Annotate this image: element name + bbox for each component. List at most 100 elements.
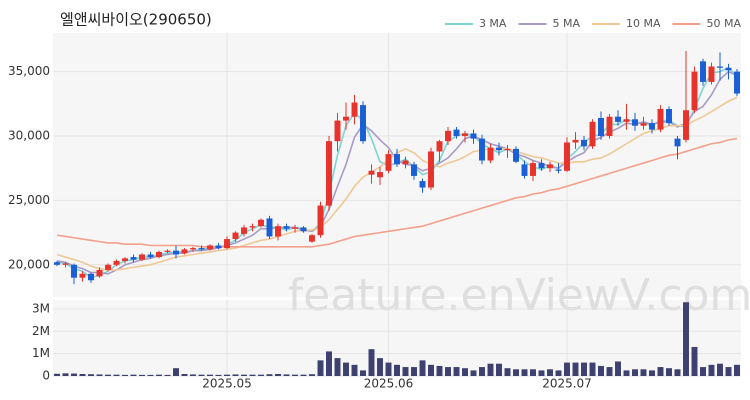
candle-body (198, 248, 205, 250)
candle-body (309, 235, 315, 242)
candle-body (385, 154, 392, 171)
volume-bar (717, 363, 723, 376)
candle-body (88, 273, 94, 281)
volume-bar (326, 351, 332, 376)
volume-bar (317, 360, 324, 376)
candle-body (725, 67, 732, 71)
volume-bar (79, 373, 86, 376)
candle-body (734, 71, 740, 94)
volume-bar (139, 374, 145, 376)
volume-bar (130, 374, 137, 376)
candle-body (623, 119, 630, 122)
volume-bar (181, 373, 188, 376)
volume-bar (334, 358, 341, 376)
candle-body (232, 232, 239, 240)
candle-body (130, 257, 137, 260)
volume-bar (564, 362, 570, 376)
candle-body (521, 164, 528, 176)
volume-bar (343, 362, 349, 376)
volume-bar (309, 374, 315, 376)
candle-body (691, 71, 698, 111)
volume-bar (496, 363, 502, 376)
volume-bar (555, 370, 562, 376)
volume-bar (377, 358, 383, 376)
candle-body (462, 133, 468, 137)
volume-bar (589, 362, 596, 376)
volume-bar (538, 370, 545, 376)
volume-bar (657, 367, 664, 376)
candle-body (470, 133, 477, 139)
candle-body (224, 239, 230, 249)
volume-bar (411, 367, 417, 376)
volume-bar (402, 367, 409, 376)
candle-body (640, 123, 647, 126)
candle-body (419, 181, 426, 188)
volume-bar (530, 369, 536, 376)
x-tick-label: 2025.05 (202, 377, 252, 391)
candle-body (530, 163, 536, 176)
candle-body (249, 226, 256, 228)
chart-title: 엘앤씨바이오(290650) (60, 11, 212, 29)
volume-bar (547, 369, 553, 376)
candle-body (79, 273, 86, 278)
candle-body (215, 245, 222, 249)
candle-body (479, 138, 485, 161)
y-tick-label: 25,000 (8, 193, 50, 207)
volume-bar (198, 374, 205, 376)
volume-bar (147, 374, 154, 376)
y-tick-label: 35,000 (8, 64, 50, 78)
candle-body (598, 117, 604, 137)
candle-body (453, 129, 460, 137)
candle-body (368, 170, 375, 175)
candle-body (164, 250, 171, 252)
candle-body (71, 264, 77, 278)
volume-bar (258, 374, 264, 376)
volume-tick-label: 2M (32, 324, 50, 338)
candle-body (700, 61, 706, 82)
candle-body (657, 108, 664, 130)
volume-bar (504, 368, 511, 376)
volume-bar (632, 369, 638, 376)
candle-body (139, 254, 145, 260)
candle-body (275, 226, 281, 237)
volume-bar (71, 373, 77, 376)
volume-bar (164, 374, 171, 376)
candle-body (428, 151, 434, 188)
volume-tick-label: 1M (32, 346, 50, 360)
x-tick-label: 2025.06 (364, 377, 414, 391)
candle-body (606, 116, 613, 137)
candle-body (156, 251, 162, 258)
candle-body (402, 160, 409, 165)
volume-tick-label: 0 (42, 369, 50, 383)
candle-body (615, 116, 621, 122)
volume-bar (725, 367, 732, 376)
candle-body (572, 139, 579, 143)
candle-body (649, 123, 655, 130)
volume-bar (521, 369, 528, 376)
candle-body (207, 245, 213, 250)
volume-bar (649, 370, 655, 376)
candle-body (173, 250, 179, 255)
candle-body (190, 248, 196, 250)
candle-body (487, 147, 494, 161)
candle-body (632, 119, 638, 126)
candle-body (258, 219, 264, 227)
candle-body (122, 258, 128, 261)
volume-bar (513, 369, 519, 376)
candle-body (292, 227, 298, 229)
candle-body (547, 164, 553, 169)
volume-bar (360, 370, 366, 376)
volume-bar (674, 369, 681, 376)
volume-bar (241, 374, 247, 376)
candle-body (496, 147, 502, 151)
volume-bar (640, 369, 647, 376)
candle-body (96, 269, 103, 277)
candle-body (113, 260, 120, 265)
candle-body (555, 169, 562, 171)
candle-body (504, 148, 511, 151)
candle-body (377, 172, 383, 178)
volume-bar (385, 362, 392, 376)
volume-bar (224, 374, 230, 376)
volume-bar (394, 364, 400, 376)
